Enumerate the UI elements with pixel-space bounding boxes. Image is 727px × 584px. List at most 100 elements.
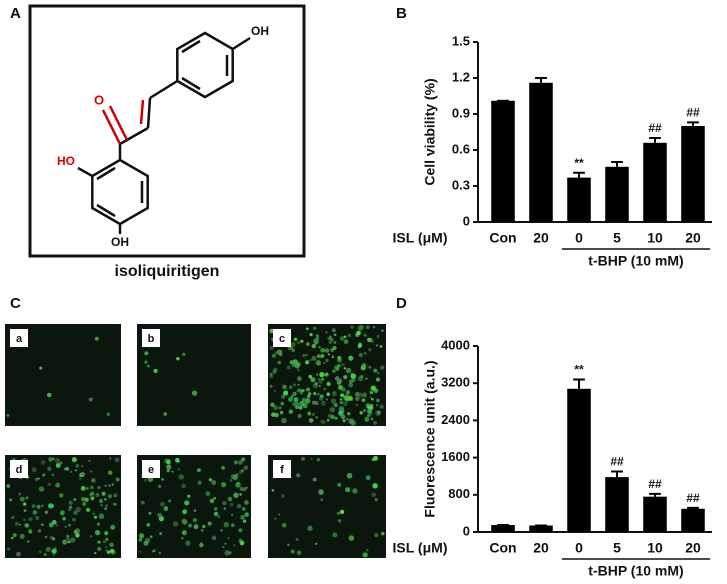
bar [681,508,705,532]
cell-dot [59,510,65,516]
cell-dot [75,506,81,513]
cell-dot [48,522,54,528]
error-bar [687,121,699,126]
cell-dot [343,335,347,339]
cell-dot [370,417,374,421]
cell-dot [269,384,273,388]
cell-dot [95,493,100,498]
cell-dot [297,369,300,372]
cell-dot [91,478,96,483]
y-tick-label: 0.9 [452,105,470,120]
cell-dot [110,524,116,530]
cell-dot [73,498,77,502]
cell-dot [158,484,162,488]
cell-dot [192,518,197,523]
cell-dot [332,369,336,373]
cell-dot [196,468,201,473]
cell-dot [308,418,314,423]
cell-dot [227,537,230,540]
cell-dot [305,353,308,356]
cell-dot [360,368,363,371]
cell-dot [213,496,217,500]
cell-dot [152,549,156,553]
significance: ## [686,491,700,505]
panel-label: C [10,295,21,312]
cell-dot [327,413,333,419]
cell-dot [297,376,302,382]
image-label-box [10,460,28,478]
cell-dot [157,512,163,518]
cell-dot [355,396,360,402]
bar [643,142,667,222]
cell-dot [113,493,118,498]
cell-dot [90,496,95,501]
cell-dot [97,485,101,490]
cell-dot [370,403,374,407]
cell-dot [281,522,287,528]
cell-dot [10,536,14,540]
cell-dot [279,352,283,357]
cell-dot [340,393,345,398]
cell-dot [107,494,113,499]
x-tick-label: 20 [533,540,549,556]
cell-dot [239,492,243,496]
cell-dot [235,482,241,488]
cell-dot [371,397,374,401]
cell-dot [37,529,42,533]
cell-dot [67,540,71,544]
cell-dot [375,404,379,407]
cell-dot [182,509,187,515]
cell-dot [153,368,158,373]
significance: ## [686,106,700,120]
cell-dot [168,499,172,503]
cell-dot [240,515,245,520]
cell-dot [372,483,378,489]
cell-dot [233,492,239,499]
cell-dot [355,403,358,406]
cell-dot [243,465,249,471]
cell-dot [53,547,57,551]
cell-dot [346,418,349,421]
cell-dot [296,361,301,367]
bar [567,177,591,222]
cell-dot [331,391,337,397]
cell-dot [38,486,45,492]
cell-dot [368,347,372,352]
x-tick-label: Con [489,230,516,246]
cell-dot [202,524,206,529]
cell-dot [310,377,316,383]
cell-dot [348,355,354,361]
cell-dot [274,350,279,355]
cell-dot [238,460,243,465]
cell-dot [39,550,42,553]
cell-dot [372,325,376,329]
cell-dot [336,357,342,363]
cell-dot [316,458,321,462]
cell-dot [360,374,364,378]
error-bar [611,470,623,478]
cell-dot [316,354,321,358]
cell-dot [312,326,317,330]
cell-dot [290,341,296,347]
cell-dot [112,502,116,506]
cell-dot [346,472,353,479]
cell-dot [377,371,380,375]
y-tick-label: 1.5 [452,33,470,48]
cell-dot [18,523,21,526]
cell-dot [47,466,52,471]
cell-dot [283,390,289,396]
cell-dot [166,459,171,465]
cell-dot [336,511,341,516]
cell-dot [341,387,346,392]
cell-dot [89,493,92,496]
cell-dot [213,511,219,517]
x-tick-label: 5 [613,230,621,246]
cell-dot [31,504,36,509]
y-tick-label: 1600 [441,449,470,464]
cell-dot [295,537,299,541]
panel-label: B [396,5,407,22]
cell-dot [376,398,380,403]
error-bar [649,492,661,497]
cell-dot [282,384,287,390]
cell-dot [109,542,114,548]
